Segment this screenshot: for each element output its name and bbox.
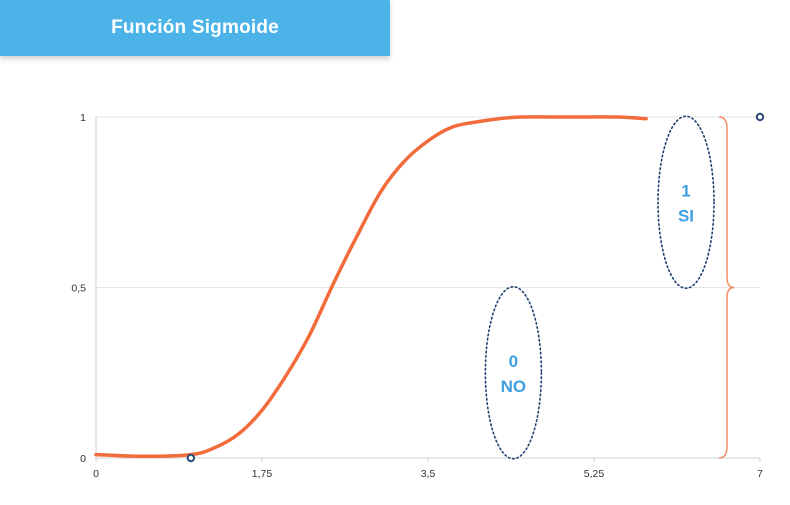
annotation-value: 0 bbox=[509, 352, 518, 371]
marker-layer bbox=[186, 112, 765, 463]
curly-brace bbox=[719, 116, 735, 459]
y-tick-label: 0,5 bbox=[71, 283, 86, 295]
sigmoid-curve-line bbox=[94, 115, 648, 459]
annotation-label: NO bbox=[501, 377, 527, 396]
y-tick-label: 1 bbox=[80, 112, 86, 124]
data-point-marker bbox=[755, 112, 765, 122]
x-tick-label: 0 bbox=[93, 468, 99, 480]
x-tick-label: 7 bbox=[757, 468, 763, 480]
x-tick-label: 3,5 bbox=[421, 468, 436, 480]
x-tick-label: 5,25 bbox=[584, 468, 605, 480]
annotation-layer: 1 SI 0 NO bbox=[484, 115, 735, 460]
grid-layer bbox=[96, 116, 760, 288]
annotation-label: SI bbox=[678, 206, 694, 225]
axis-layer: 0 0,5 1 0 1,75 3,5 5,25 7 bbox=[71, 112, 763, 480]
title-banner bbox=[0, 0, 390, 56]
y-tick-label: 0 bbox=[80, 453, 86, 465]
annotation-ellipse bbox=[484, 285, 543, 460]
x-tick-label: 1,75 bbox=[252, 468, 273, 480]
data-point-marker bbox=[186, 453, 196, 463]
page-title: Función Sigmoide bbox=[111, 17, 279, 38]
annotation-value: 1 bbox=[681, 181, 690, 200]
annotation-ellipse bbox=[657, 115, 715, 290]
series-layer bbox=[94, 115, 648, 459]
